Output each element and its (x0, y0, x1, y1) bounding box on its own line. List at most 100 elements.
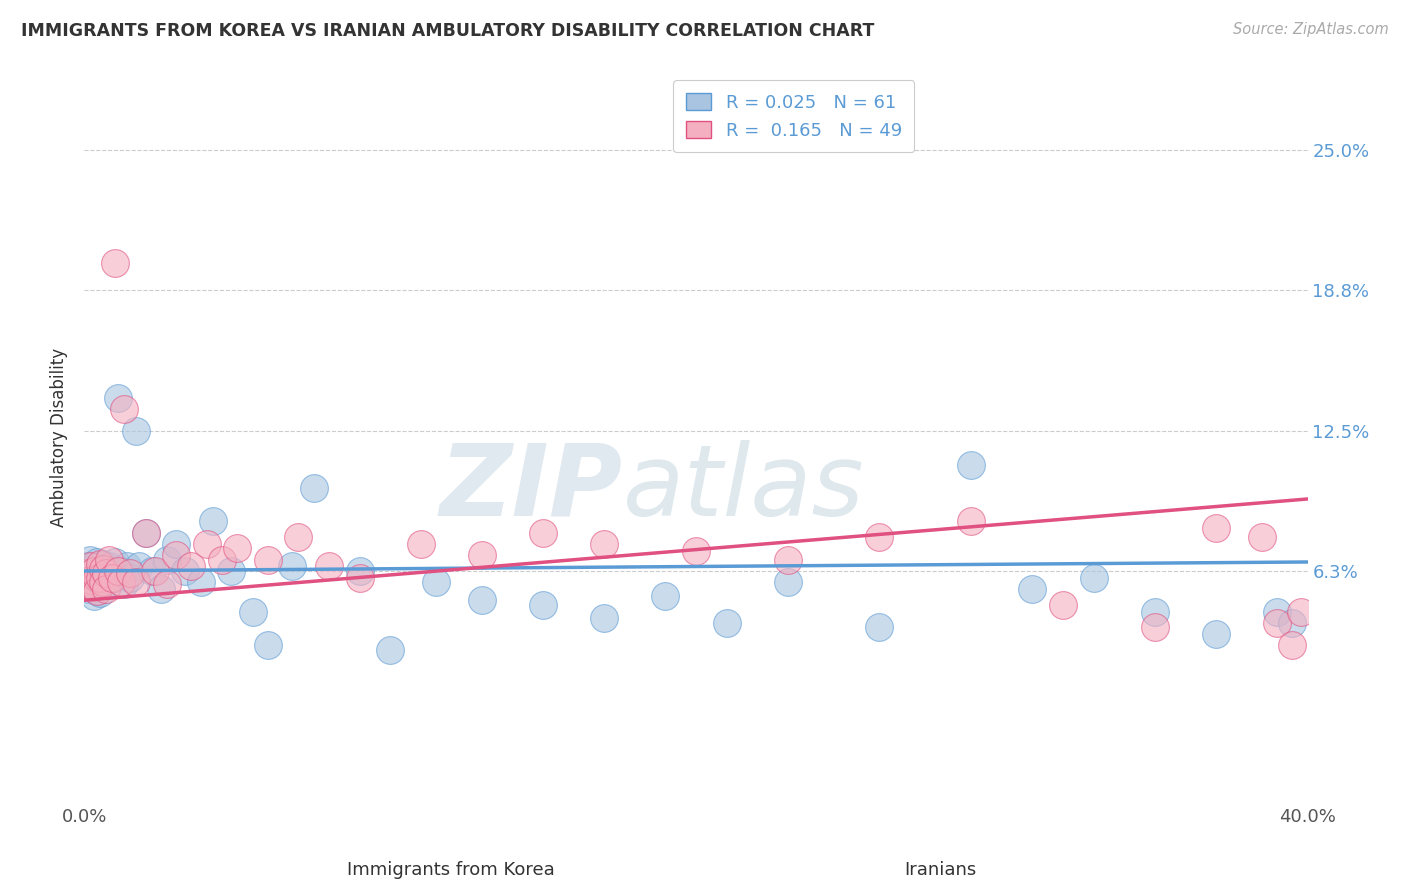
Point (86, 571, 108, 585)
Point (86, 584, 108, 599)
Point (91, 562, 114, 576)
Text: atlas: atlas (623, 440, 865, 537)
Point (86, 555, 108, 569)
Point (83, 564, 105, 578)
Point (79, 573, 101, 587)
Point (156, 577, 179, 591)
Point (115, 559, 138, 574)
Point (531, 598, 554, 612)
Point (83, 580, 105, 594)
Point (1143, 620, 1166, 634)
Point (83, 564, 105, 578)
Point (1265, 615, 1288, 630)
Point (94, 566, 117, 581)
Point (257, 638, 280, 652)
Y-axis label: Ambulatory Disability: Ambulatory Disability (51, 348, 69, 526)
Point (107, 391, 129, 405)
Point (1250, 530, 1272, 544)
Point (97, 553, 120, 567)
Point (1052, 598, 1074, 612)
Point (149, 582, 172, 596)
Point (776, 575, 799, 590)
Point (685, 543, 707, 558)
Point (135, 525, 157, 540)
Point (101, 571, 124, 585)
Legend: R = 0.025   N = 61, R =  0.165   N = 49: R = 0.025 N = 61, R = 0.165 N = 49 (673, 80, 914, 153)
Point (86, 571, 108, 585)
Point (531, 525, 554, 540)
Point (318, 559, 340, 574)
Point (91, 558, 114, 572)
Point (211, 553, 233, 567)
Point (654, 589, 676, 603)
Point (302, 481, 325, 495)
Point (104, 255, 127, 269)
Point (89, 573, 111, 587)
Point (110, 575, 132, 590)
Point (76, 571, 98, 585)
Point (76, 577, 98, 591)
Point (83, 575, 105, 590)
Point (76, 566, 98, 581)
Point (1291, 605, 1313, 619)
Point (1281, 615, 1303, 630)
Point (1143, 605, 1166, 619)
Text: Source: ZipAtlas.com: Source: ZipAtlas.com (1233, 22, 1389, 37)
Point (94, 582, 117, 596)
Text: IMMIGRANTS FROM KOREA VS IRANIAN AMBULATORY DISABILITY CORRELATION CHART: IMMIGRANTS FROM KOREA VS IRANIAN AMBULAT… (21, 22, 875, 40)
Point (776, 553, 799, 567)
Point (135, 525, 157, 540)
Point (91, 571, 114, 585)
Point (76, 582, 98, 596)
Point (593, 537, 616, 551)
Point (97, 573, 120, 587)
Point (94, 577, 117, 591)
Point (79, 577, 101, 591)
Point (716, 615, 738, 630)
Point (1021, 582, 1043, 596)
Point (195, 537, 218, 551)
Point (471, 593, 494, 607)
Point (960, 458, 983, 473)
Text: Iranians: Iranians (904, 862, 977, 880)
Point (120, 571, 142, 585)
Point (869, 530, 891, 544)
Point (219, 564, 242, 578)
Point (287, 530, 309, 544)
Point (76, 559, 98, 574)
Point (380, 642, 402, 657)
Point (97, 559, 120, 574)
Point (180, 559, 202, 574)
Point (174, 564, 197, 578)
Point (869, 620, 891, 634)
Point (125, 425, 148, 439)
Point (112, 401, 135, 416)
Point (349, 564, 371, 578)
Point (349, 571, 371, 585)
Point (83, 589, 105, 603)
Point (79, 553, 101, 567)
Point (1083, 571, 1105, 585)
Point (226, 541, 249, 556)
Point (1205, 627, 1227, 641)
Point (156, 553, 179, 567)
Point (89, 571, 111, 585)
Point (79, 566, 101, 581)
Point (190, 575, 212, 590)
Point (960, 515, 983, 529)
Point (141, 564, 163, 578)
Point (125, 575, 148, 590)
Point (1205, 521, 1227, 535)
Point (112, 577, 135, 591)
Point (471, 548, 494, 562)
Point (201, 515, 224, 529)
Point (110, 564, 132, 578)
Point (104, 571, 127, 585)
Point (86, 584, 108, 599)
Point (128, 559, 150, 574)
Point (593, 611, 616, 625)
Point (79, 559, 101, 574)
Point (101, 564, 124, 578)
Point (143, 564, 166, 578)
Point (242, 605, 264, 619)
